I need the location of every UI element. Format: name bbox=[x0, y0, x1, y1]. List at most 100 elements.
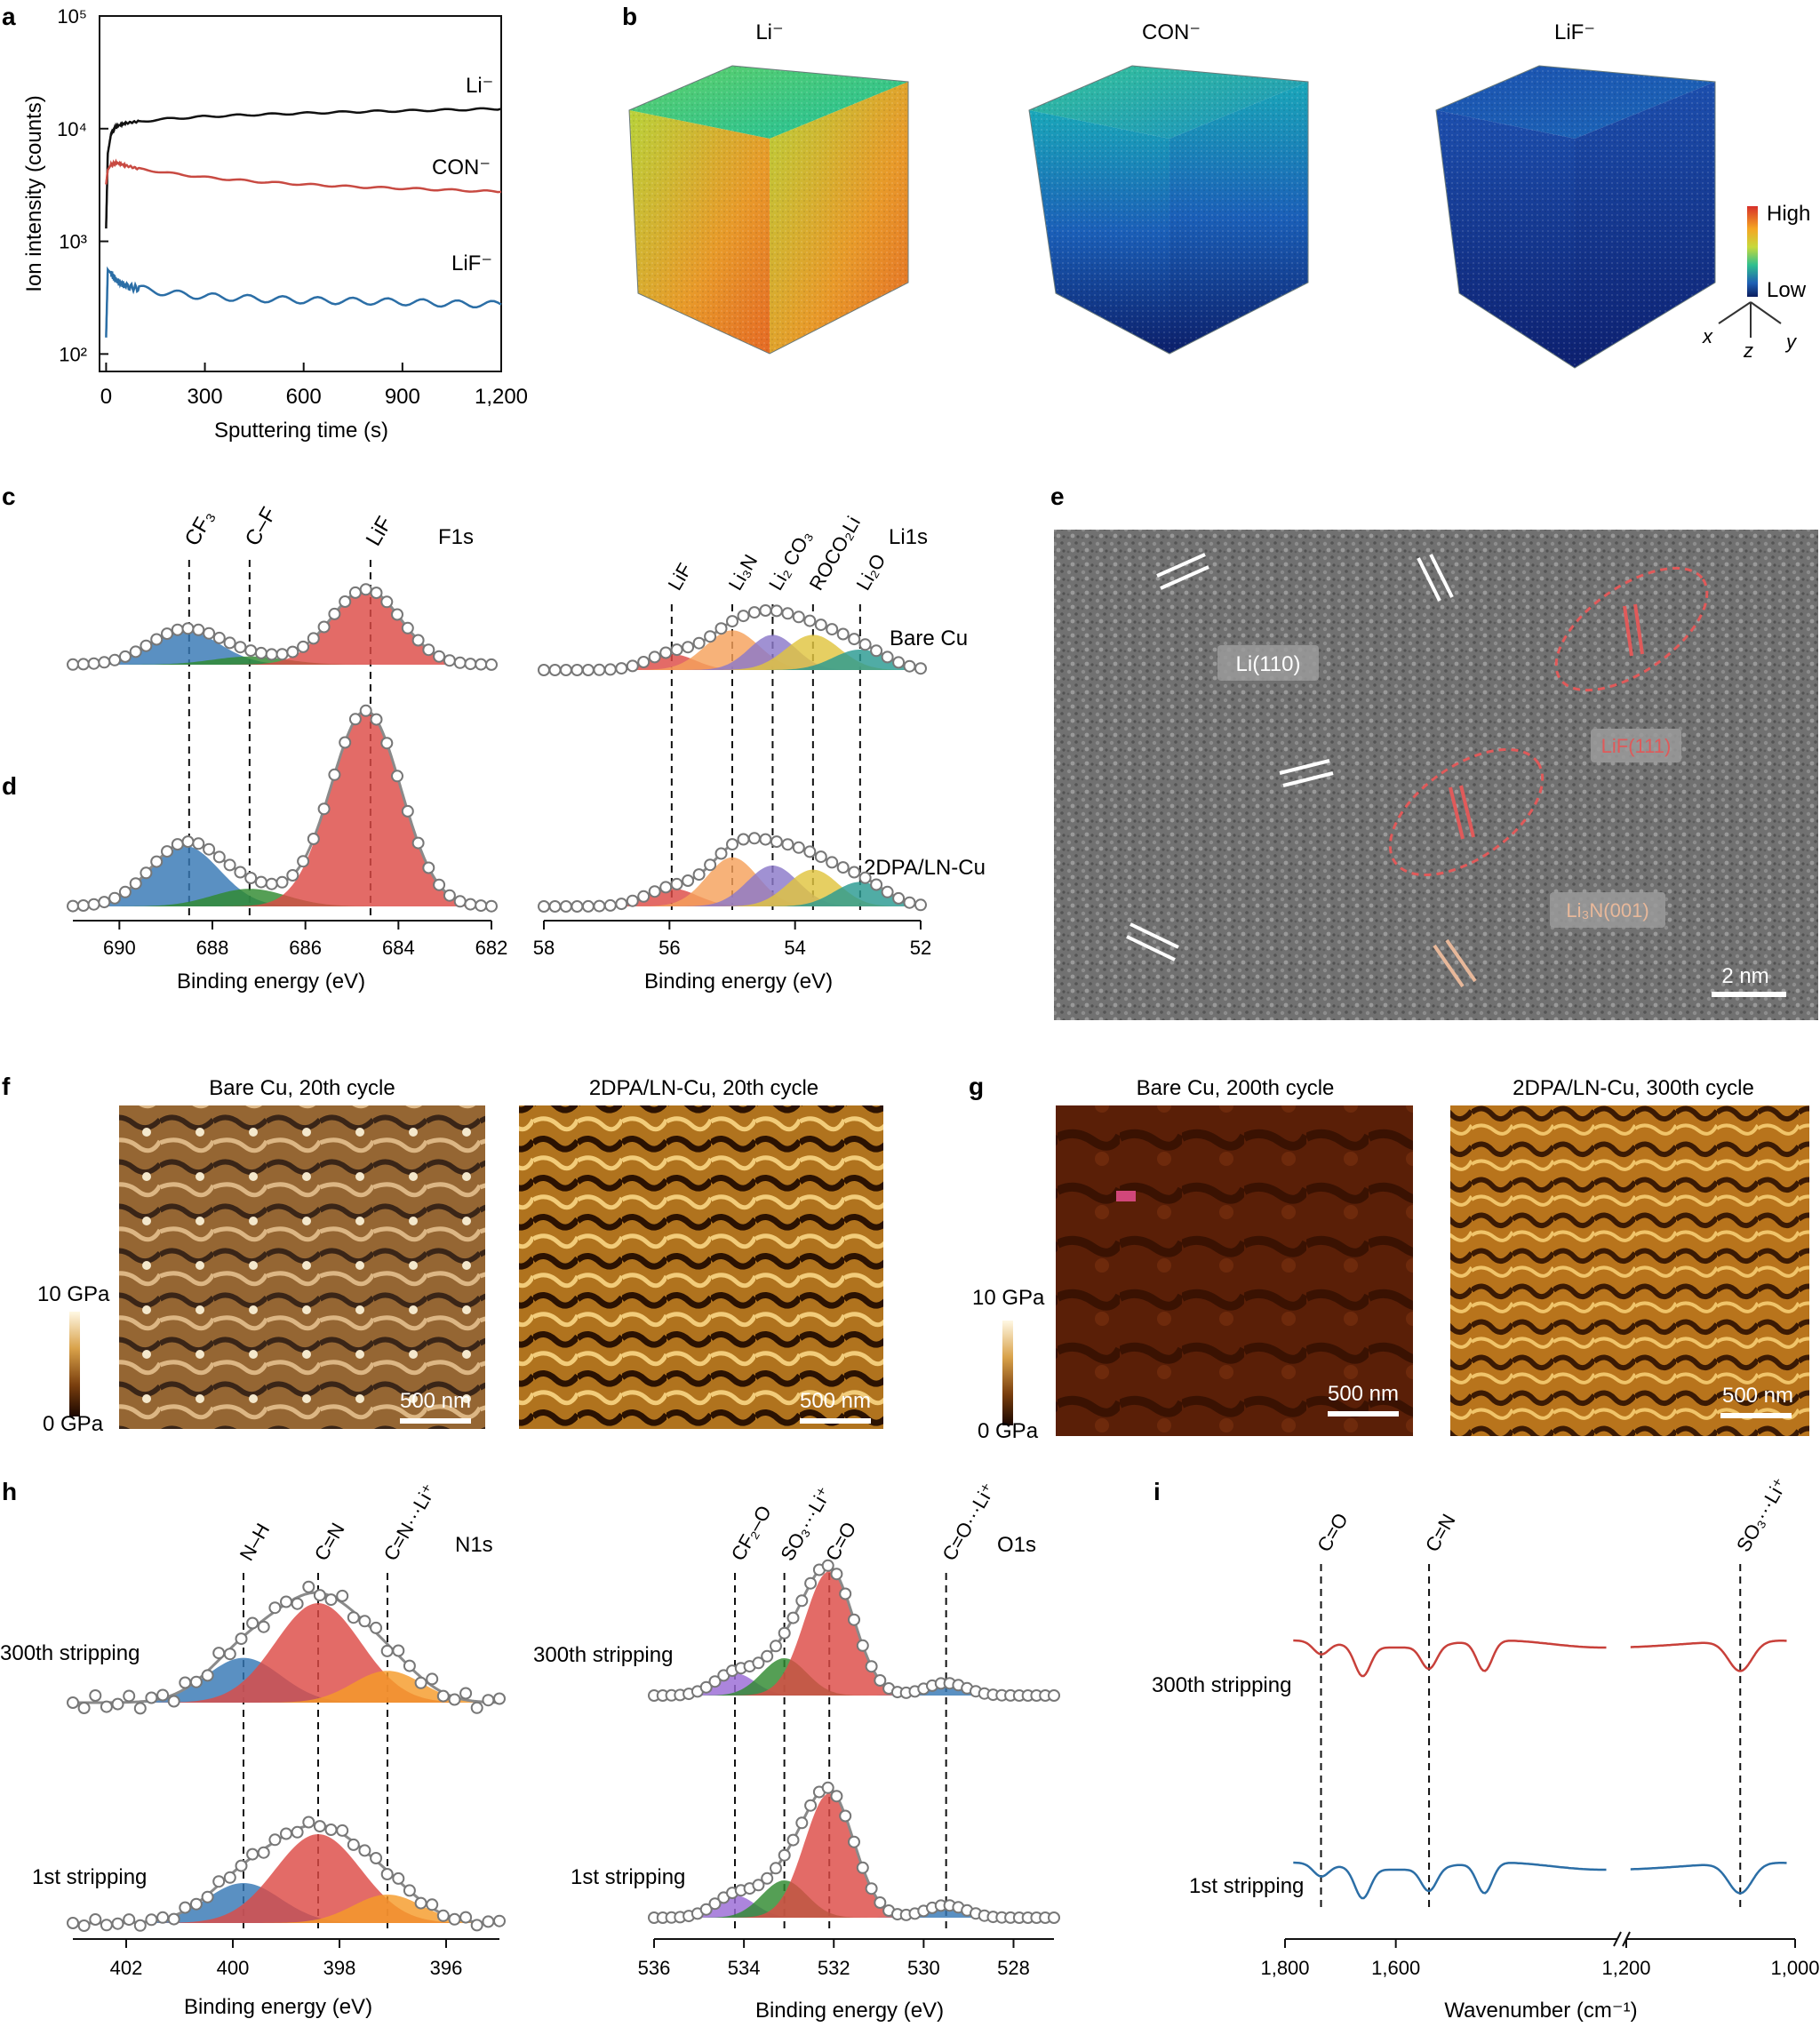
xps-data-point bbox=[167, 1695, 180, 1708]
xps-data-point bbox=[265, 648, 278, 661]
xps-data-point bbox=[156, 1688, 170, 1702]
xps-data-point bbox=[328, 607, 341, 620]
xps-component-2 bbox=[654, 1571, 1054, 1696]
xps-data-point bbox=[129, 877, 142, 890]
xps-data-point bbox=[747, 832, 761, 845]
n1s-xlabel: Binding energy (eV) bbox=[184, 1995, 372, 2019]
xps-data-point bbox=[770, 1862, 782, 1875]
panel-e-tem-image: Li(110) LiF(111) Li₃N(001) 2 nm bbox=[1054, 530, 1818, 1020]
cube-con-title: CON⁻ bbox=[1142, 20, 1201, 44]
f1s-peak-label: CF₃ bbox=[180, 506, 220, 550]
xps-data-point bbox=[436, 1909, 450, 1922]
xps-data-point bbox=[403, 1659, 416, 1672]
o1s-tick-label: 534 bbox=[728, 1957, 761, 1979]
lif-ellipse-2 bbox=[1388, 747, 1545, 877]
panel-b-tof-sims-cubes: Li⁻ CON⁻ LiF⁻ High Low x bbox=[628, 20, 1810, 369]
xps-data-point bbox=[459, 1911, 473, 1924]
xps-data-point bbox=[67, 658, 79, 671]
a-ytick-label: 10³ bbox=[59, 231, 87, 253]
xps-data-point bbox=[830, 1790, 843, 1803]
xps-data-point bbox=[171, 623, 184, 636]
xps-data-point bbox=[89, 1913, 102, 1926]
xps-data-point bbox=[67, 1696, 79, 1709]
xps-data-point bbox=[548, 900, 562, 913]
xps-data-point bbox=[223, 1871, 236, 1884]
panel-g-title-2: 2DPA/LN-Cu, 300th cycle bbox=[1513, 1076, 1754, 1100]
xps-data-point bbox=[892, 656, 906, 669]
xps-data-point bbox=[246, 1847, 259, 1861]
ir-tick-label: 1,000 bbox=[1770, 1957, 1819, 1979]
xps-data-point bbox=[581, 664, 595, 676]
ir-peak-label: SO₃···Li⁺ bbox=[1732, 1474, 1792, 1556]
xps-data-point bbox=[856, 1639, 869, 1652]
panel-f-title-2: 2DPA/LN-Cu, 20th cycle bbox=[589, 1076, 818, 1100]
xps-data-point bbox=[786, 1611, 800, 1624]
xps-data-point bbox=[380, 1644, 394, 1657]
li1s-peak-label: LiF bbox=[664, 560, 697, 595]
xps-data-point bbox=[559, 900, 572, 913]
xps-data-point bbox=[453, 895, 467, 908]
xps-data-point bbox=[339, 736, 352, 749]
xps-data-point bbox=[291, 1825, 304, 1839]
xps-data-point bbox=[464, 898, 477, 911]
panel-a-x-ticks: 0 300 600 900 1,200 bbox=[100, 363, 528, 409]
colorbar-g-max: 10 GPa bbox=[972, 1286, 1045, 1310]
xps-data-point bbox=[637, 890, 651, 903]
panel-cd-curves bbox=[67, 583, 927, 913]
a-ytick-label: 10² bbox=[59, 343, 87, 365]
xps-data-point bbox=[212, 631, 226, 644]
panel-letter-d: d bbox=[2, 772, 17, 800]
scale-f1-text: 500 nm bbox=[400, 1389, 471, 1413]
axis-x: x bbox=[1702, 325, 1713, 347]
xps-data-point bbox=[275, 875, 289, 889]
xps-data-point bbox=[493, 1692, 506, 1705]
panel-letter-f: f bbox=[2, 1073, 11, 1100]
o1s-tick-label: 528 bbox=[997, 1957, 1030, 1979]
xps-data-point bbox=[470, 1701, 483, 1714]
cube-colorbar-high: High bbox=[1767, 202, 1810, 226]
li1s-peak-label: Li₂O bbox=[852, 550, 890, 595]
xps-data-point bbox=[914, 898, 927, 912]
o1s-row-300: 300th stripping bbox=[533, 1643, 673, 1667]
scale-f1-bar bbox=[400, 1418, 471, 1424]
xps-component-1 bbox=[654, 1880, 1054, 1918]
xps-data-point bbox=[747, 606, 761, 619]
xps-component-1 bbox=[544, 630, 921, 670]
xps-data-point bbox=[145, 1691, 158, 1704]
xps-data-point bbox=[167, 1912, 180, 1926]
a-ytick-label: 10⁵ bbox=[57, 5, 87, 28]
xps-component-2 bbox=[73, 589, 491, 665]
xps-data-point bbox=[179, 1901, 192, 1914]
xps-data-point bbox=[268, 1601, 282, 1615]
xps-data-point bbox=[156, 1911, 170, 1924]
xps-data-point bbox=[792, 610, 805, 624]
xps-data-point bbox=[433, 650, 446, 663]
xps-data-point bbox=[181, 622, 195, 635]
xps-data-point bbox=[76, 899, 90, 912]
xps-data-point bbox=[870, 878, 883, 891]
xps-data-point bbox=[140, 639, 153, 652]
xps-data-point bbox=[493, 1914, 506, 1927]
label-box-lif111 bbox=[1591, 729, 1681, 762]
xps-data-point bbox=[830, 1568, 843, 1581]
xps-data-point bbox=[192, 837, 205, 850]
xps-data-point bbox=[161, 845, 173, 858]
xps-component-1 bbox=[544, 857, 921, 906]
xps-data-point bbox=[485, 658, 498, 671]
xps-data-point bbox=[359, 583, 372, 596]
xps-data-point bbox=[699, 1903, 713, 1916]
xps-data-point bbox=[212, 1875, 226, 1888]
scale-f2-text: 500 nm bbox=[800, 1389, 871, 1413]
xps-data-point bbox=[254, 875, 267, 889]
xps-data-point bbox=[244, 644, 258, 658]
xps-data-point bbox=[392, 1644, 405, 1657]
xps-data-point bbox=[179, 1676, 192, 1689]
ir-xlabel: Wavenumber (cm⁻¹) bbox=[1444, 1999, 1637, 2023]
xps-data-point bbox=[313, 1589, 326, 1602]
xps-data-point bbox=[615, 898, 628, 911]
xps-data-point bbox=[324, 1593, 338, 1607]
ir-tick-label: 1,200 bbox=[1601, 1957, 1650, 1979]
2dpa-label: 2DPA/LN-Cu bbox=[864, 856, 986, 880]
a-xtick-label: 1,200 bbox=[475, 385, 528, 409]
xps-data-point bbox=[881, 650, 894, 664]
